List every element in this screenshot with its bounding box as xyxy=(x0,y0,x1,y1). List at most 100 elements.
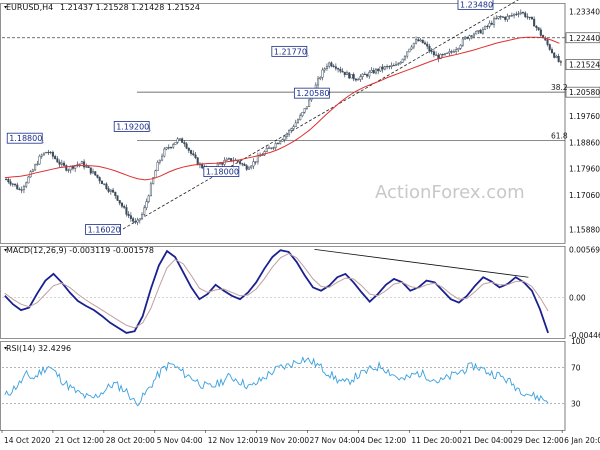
candle-body xyxy=(89,167,92,174)
candle-body xyxy=(87,166,90,168)
candle-body xyxy=(339,68,342,72)
level-price-box xyxy=(565,86,600,98)
candle-body xyxy=(183,142,186,145)
pane-menu-icon[interactable] xyxy=(4,6,7,9)
candle-body xyxy=(51,151,54,157)
candle-body xyxy=(421,39,424,44)
candle-body xyxy=(83,161,86,168)
candle-body xyxy=(459,44,462,49)
candle-body xyxy=(345,72,349,76)
candle-body xyxy=(359,76,362,80)
macd-header: MACD(12,26,9) -0.003119 -0.001578 xyxy=(6,246,154,255)
price-tick-label: 1.21524 xyxy=(569,61,600,70)
candle-body xyxy=(508,15,511,17)
macd-signal-line xyxy=(4,253,549,329)
x-tick-label: 27 Nov 04:00 xyxy=(310,436,361,445)
rsi-header: RSI(14) 32.4296 xyxy=(6,344,71,353)
candle-body xyxy=(439,54,442,60)
candle-body xyxy=(129,215,132,219)
candle-body xyxy=(374,68,377,74)
candle-body xyxy=(85,166,88,168)
candle-body xyxy=(65,165,68,171)
annotation-leader xyxy=(232,167,239,172)
candle-body xyxy=(366,74,369,77)
candle-body xyxy=(58,161,61,165)
candle-body xyxy=(252,161,255,167)
x-tick-label: 21 Oct 12:00 xyxy=(55,436,104,445)
candle-body xyxy=(243,163,246,166)
candle-body xyxy=(363,73,366,75)
candle-body xyxy=(147,195,150,202)
x-tick-label: 21 Dec 04:00 xyxy=(462,436,513,445)
candle-body xyxy=(167,147,170,149)
candle-body xyxy=(412,42,415,48)
rsi-line xyxy=(4,356,549,407)
candle-body xyxy=(276,143,279,145)
candle-body xyxy=(383,66,386,70)
candle-body xyxy=(16,184,19,190)
rsi-pane: 100 70 30 xyxy=(2,337,586,408)
candle-body xyxy=(430,50,433,52)
candle-body xyxy=(321,69,324,78)
x-tick-label: 19 Nov 20:00 xyxy=(259,436,310,445)
candle-body xyxy=(368,71,371,77)
candle-body xyxy=(63,162,66,166)
price-tick-label: 1.17960 xyxy=(569,165,600,174)
candle-body xyxy=(408,48,411,53)
x-tick-label: 29 Dec 12:00 xyxy=(513,436,564,445)
candle-body xyxy=(281,139,284,142)
candle-body xyxy=(274,143,277,148)
candle-body xyxy=(301,112,304,116)
candle-body xyxy=(22,186,25,191)
pane-menu-icon[interactable] xyxy=(4,249,7,252)
candle-body xyxy=(127,214,130,216)
candle-body xyxy=(372,69,375,74)
candle-body xyxy=(390,65,393,67)
fib-label: 61.8 xyxy=(551,132,568,141)
candle-body xyxy=(435,54,438,56)
candle-body xyxy=(350,74,353,79)
candle-body xyxy=(337,68,340,70)
candle-body xyxy=(98,177,101,182)
candle-body xyxy=(539,29,542,36)
price-header-symbol: EURUSD,H4 xyxy=(6,3,53,12)
candle-body xyxy=(225,158,228,161)
candle-body xyxy=(493,18,496,25)
candle-body xyxy=(354,78,357,81)
candle-body xyxy=(9,181,12,185)
candle-body xyxy=(272,147,275,149)
candle-body xyxy=(91,171,95,174)
candle-body xyxy=(20,189,23,191)
candle-body xyxy=(283,136,286,140)
candle-body xyxy=(259,155,262,157)
candle-body xyxy=(381,66,384,70)
candle-body xyxy=(323,68,326,71)
level-price-box xyxy=(565,32,600,44)
candle-body xyxy=(379,66,382,72)
candle-body xyxy=(60,162,63,165)
candle-body xyxy=(201,163,204,169)
current-price-box xyxy=(565,59,600,70)
candle-body xyxy=(330,62,333,67)
candle-body xyxy=(477,30,480,32)
candle-body xyxy=(270,147,273,149)
price-pane: 1.233401.224401.215601.215241.206601.205… xyxy=(2,0,600,235)
candle-body xyxy=(190,150,193,154)
candle-body xyxy=(370,69,373,73)
candle-body xyxy=(343,71,346,76)
candle-body xyxy=(18,188,21,191)
candle-body xyxy=(535,25,538,28)
pane-frames xyxy=(0,3,566,431)
macd-trendline xyxy=(314,248,529,278)
candle-body xyxy=(178,138,181,140)
candle-body xyxy=(161,155,164,161)
pane-menu-icon[interactable] xyxy=(4,347,7,350)
candle-body xyxy=(149,183,152,197)
candle-body xyxy=(388,66,391,68)
candle-body xyxy=(553,52,556,58)
price-trendline xyxy=(122,0,519,230)
candle-body xyxy=(524,12,527,17)
candle-body xyxy=(444,53,447,56)
candle-body xyxy=(125,207,128,215)
